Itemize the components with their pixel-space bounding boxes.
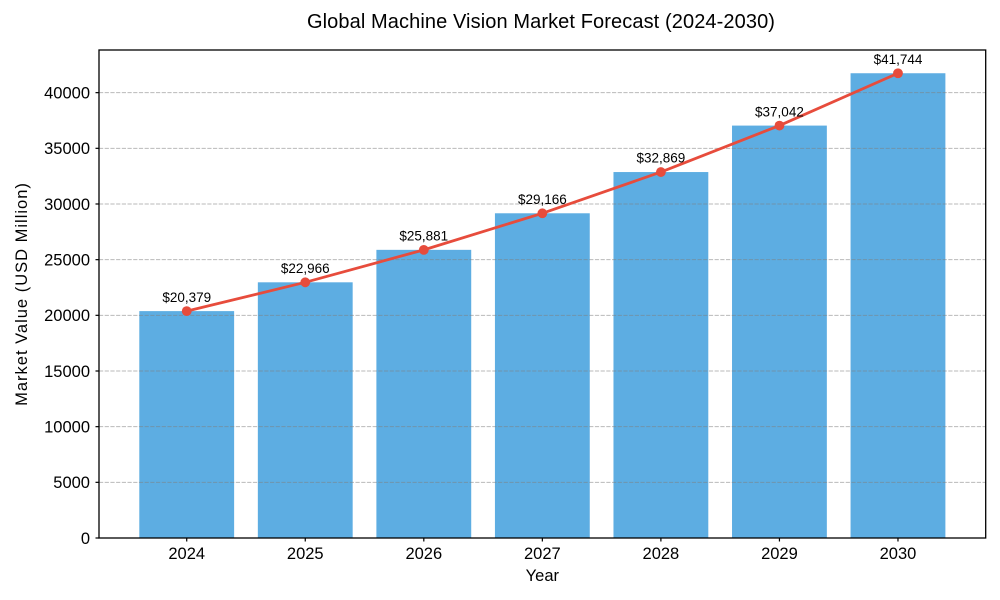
svg-text:40000: 40000 bbox=[44, 85, 90, 103]
svg-text:2030: 2030 bbox=[880, 545, 917, 563]
svg-text:$32,869: $32,869 bbox=[636, 151, 685, 166]
svg-text:2026: 2026 bbox=[405, 545, 442, 563]
svg-text:10000: 10000 bbox=[44, 419, 90, 437]
svg-text:2027: 2027 bbox=[524, 545, 561, 563]
svg-text:$29,166: $29,166 bbox=[518, 192, 567, 207]
svg-text:2024: 2024 bbox=[168, 545, 205, 563]
svg-text:$22,966: $22,966 bbox=[281, 261, 330, 276]
svg-text:$41,744: $41,744 bbox=[874, 52, 923, 67]
svg-text:20000: 20000 bbox=[44, 307, 90, 325]
svg-text:2028: 2028 bbox=[643, 545, 680, 563]
svg-text:0: 0 bbox=[81, 530, 90, 548]
svg-text:15000: 15000 bbox=[44, 363, 90, 381]
svg-text:$20,379: $20,379 bbox=[162, 290, 211, 305]
svg-text:$37,042: $37,042 bbox=[755, 104, 804, 119]
svg-text:5000: 5000 bbox=[53, 474, 90, 492]
svg-text:2025: 2025 bbox=[287, 545, 324, 563]
svg-text:Global Machine Vision Market F: Global Machine Vision Market Forecast (2… bbox=[307, 11, 775, 33]
svg-text:30000: 30000 bbox=[44, 196, 90, 214]
svg-text:Year: Year bbox=[526, 567, 560, 585]
svg-text:25000: 25000 bbox=[44, 252, 90, 270]
svg-text:35000: 35000 bbox=[44, 140, 90, 158]
svg-text:Market Value (USD Million): Market Value (USD Million) bbox=[13, 182, 31, 406]
svg-text:2029: 2029 bbox=[761, 545, 798, 563]
svg-text:$25,881: $25,881 bbox=[399, 229, 448, 244]
